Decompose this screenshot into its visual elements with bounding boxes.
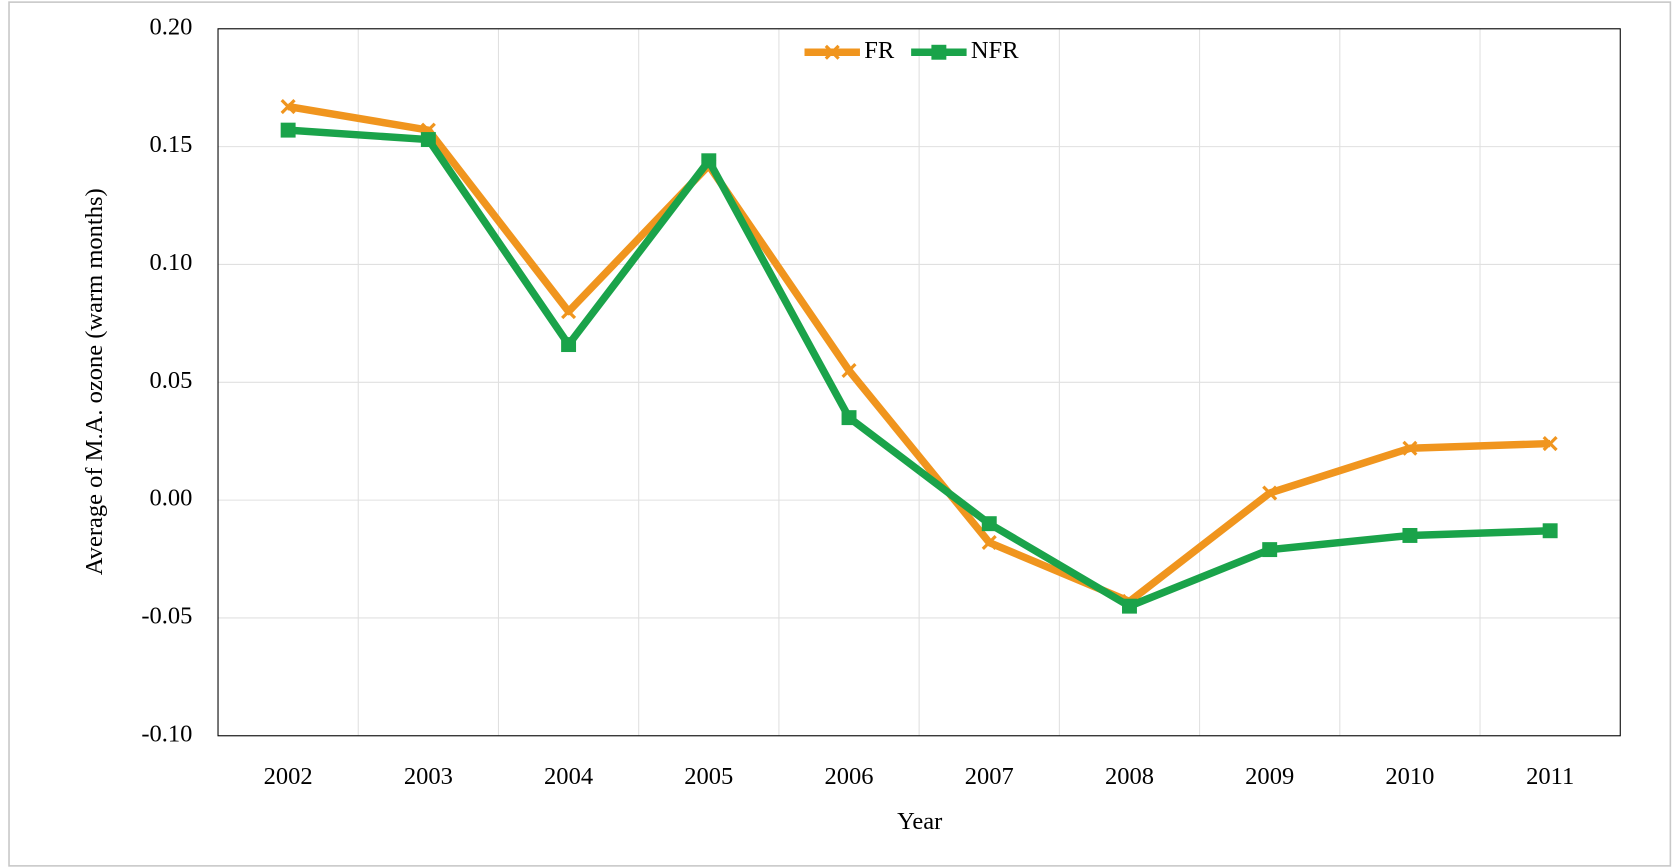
- legend-label: FR: [864, 37, 895, 64]
- x-tick-label: 2009: [1245, 763, 1294, 790]
- x-tick-label: 2003: [404, 763, 453, 790]
- x-tick-label: 2005: [684, 763, 733, 790]
- marker: [1262, 542, 1278, 558]
- y-tick-label: 0.00: [150, 485, 193, 512]
- x-tick-label: 2008: [1105, 763, 1154, 790]
- y-axis-title: Average of M.A. ozone (warm months): [81, 188, 108, 575]
- marker: [280, 99, 296, 115]
- marker: [841, 410, 857, 426]
- x-axis-title: Year: [897, 808, 942, 835]
- marker: [1542, 523, 1558, 539]
- marker: [1262, 485, 1278, 501]
- x-tick-label: 2007: [965, 763, 1014, 790]
- x-tick-label: 2004: [544, 763, 593, 790]
- marker: [931, 44, 947, 60]
- marker: [1402, 440, 1418, 456]
- x-tick-label: 2002: [264, 763, 313, 790]
- marker: [824, 44, 840, 60]
- y-tick-label: 0.20: [150, 13, 193, 40]
- marker: [701, 153, 717, 169]
- plot-border: [217, 28, 1621, 737]
- marker: [981, 516, 997, 532]
- y-tick-label: 0.05: [150, 367, 193, 394]
- marker: [841, 362, 857, 379]
- marker: [1122, 598, 1137, 614]
- marker: [280, 122, 296, 138]
- series-line: [287, 102, 1551, 606]
- x-tick-label: 2011: [1526, 763, 1574, 790]
- marker: [1402, 527, 1418, 543]
- y-tick-label: -0.10: [141, 720, 192, 747]
- legend-label: NFR: [971, 37, 1019, 64]
- marker: [1542, 436, 1558, 452]
- marker: [420, 132, 436, 148]
- y-tick-label: -0.05: [141, 603, 192, 630]
- x-tick-label: 2010: [1385, 763, 1434, 790]
- y-tick-label: 0.15: [150, 131, 193, 158]
- marker: [561, 304, 577, 320]
- marker: [981, 535, 997, 551]
- x-tick-label: 2006: [825, 763, 874, 790]
- series-line: [287, 126, 1551, 610]
- y-tick-label: 0.10: [150, 249, 193, 276]
- marker: [561, 337, 577, 353]
